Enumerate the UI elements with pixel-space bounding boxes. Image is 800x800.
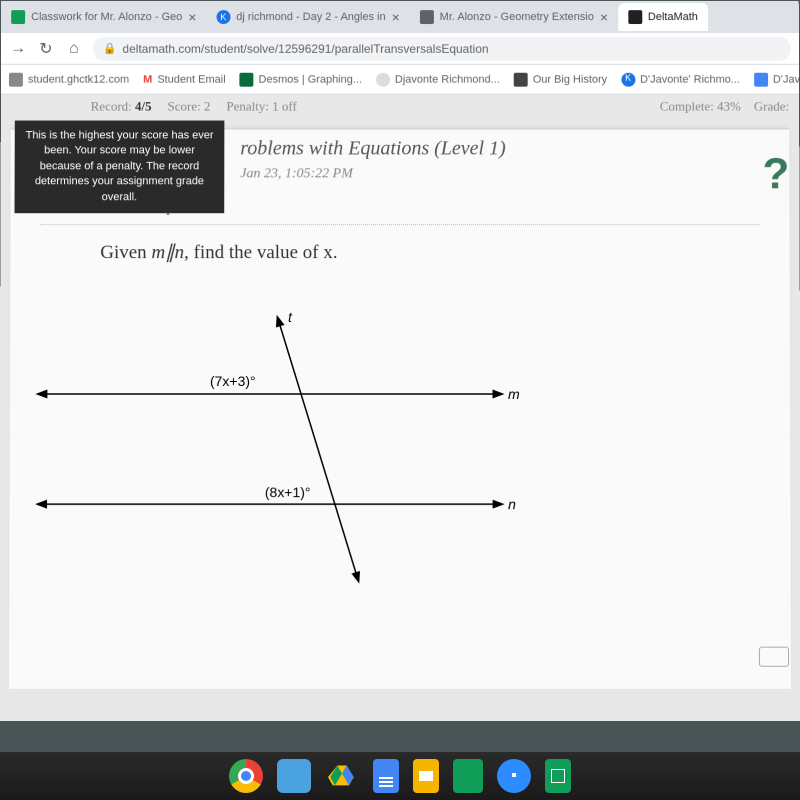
score-status: Score: 2 [168, 99, 211, 115]
penalty-status: Penalty: 1 off [226, 99, 296, 115]
question-prompt: Given m∥n, find the value of x. [10, 241, 789, 264]
forward-icon[interactable]: → [9, 39, 27, 57]
url-input[interactable]: 🔒 deltamath.com/student/solve/12596291/p… [93, 36, 791, 60]
tab-icon [11, 10, 25, 24]
sheets-icon[interactable] [545, 759, 571, 793]
bookmark-item[interactable]: Desmos | Graphing... [240, 72, 362, 86]
angle-2-label: (8x+1)° [265, 484, 311, 500]
line-m-label: m [508, 386, 520, 402]
bookmark-label: D'Javonte' Richmo... [640, 73, 740, 85]
tab-richmond[interactable]: K dj richmond - Day 2 - Angles in × [206, 3, 409, 31]
drive-icon[interactable] [325, 759, 359, 793]
tab-icon [628, 10, 642, 24]
bookmark-label: Our Big History [533, 73, 607, 85]
person-icon [420, 10, 434, 24]
status-row: Record: 4/5 Score: 2 Penalty: 1 off Comp… [1, 95, 799, 117]
tab-label: Classwork for Mr. Alonzo - Geo [31, 11, 182, 23]
bookmark-label: Desmos | Graphing... [259, 73, 362, 85]
bookmark-item[interactable]: M Student Email [143, 73, 225, 85]
address-bar: → ↻ ⌂ 🔒 deltamath.com/student/solve/1259… [1, 33, 799, 65]
tab-label: DeltaMath [648, 11, 698, 23]
help-icon[interactable]: ? [762, 149, 789, 199]
tab-label: dj richmond - Day 2 - Angles in [236, 11, 385, 23]
bookmark-label: Student Email [157, 73, 225, 85]
page-content: Record: 4/5 Score: 2 Penalty: 1 off Comp… [0, 95, 800, 721]
record-status: Record: 4/5 [91, 99, 152, 115]
bookmark-item[interactable]: Our Big History [514, 72, 607, 86]
docs-icon[interactable] [373, 759, 399, 793]
site-icon [514, 72, 528, 86]
bookmark-label: Djavonte Richmond... [395, 73, 500, 85]
tab-label: Mr. Alonzo - Geometry Extensio [440, 11, 594, 23]
bookmark-item[interactable]: Djavonte Richmond... [376, 72, 500, 86]
bookmarks-bar: student.ghctk12.com M Student Email Desmo… [1, 65, 799, 95]
reload-icon[interactable]: ↻ [37, 39, 55, 57]
slides-icon[interactable] [413, 759, 439, 793]
keyboard-icon[interactable] [759, 647, 789, 667]
site-icon: K [621, 72, 635, 86]
taskbar: ▪ [0, 752, 800, 800]
lesson-title: roblems with Equations (Level 1) [240, 137, 789, 160]
divider [40, 224, 759, 225]
browser-tabs: Classwork for Mr. Alonzo - Geo × K dj ri… [1, 1, 799, 33]
line-n-label: n [508, 496, 516, 512]
angle-1-label: (7x+3)° [210, 373, 256, 389]
close-icon[interactable]: × [188, 9, 196, 25]
record-tooltip: This is the highest your score has ever … [14, 121, 224, 214]
timestamp: Jan 23, 1:05:22 PM [240, 166, 789, 182]
tab-icon: K [216, 10, 230, 24]
bookmark-label: D'Jav [773, 73, 799, 85]
close-icon[interactable]: × [392, 9, 400, 25]
close-icon[interactable]: × [600, 9, 608, 25]
line-t-label: t [288, 309, 293, 325]
tab-classwork[interactable]: Classwork for Mr. Alonzo - Geo × [1, 3, 206, 31]
geometry-diagram: m n t (7x+3)° (8x+1)° [9, 294, 530, 594]
site-icon [9, 72, 23, 86]
site-icon [376, 72, 390, 86]
chrome-icon[interactable] [229, 759, 263, 793]
site-icon [754, 72, 768, 86]
classroom-icon[interactable] [453, 759, 483, 793]
zoom-icon[interactable]: ▪ [497, 759, 531, 793]
tab-deltamath[interactable]: DeltaMath [618, 3, 708, 31]
app-icon[interactable] [277, 759, 311, 793]
grade-status: Grade: [754, 99, 789, 114]
bookmark-item[interactable]: K D'Javonte' Richmo... [621, 72, 740, 86]
bookmark-item[interactable]: student.ghctk12.com [9, 72, 129, 86]
home-icon[interactable]: ⌂ [65, 39, 83, 57]
bookmark-label: student.ghctk12.com [28, 73, 129, 85]
complete-status: Complete: 43% [660, 99, 741, 114]
url-text: deltamath.com/student/solve/12596291/par… [122, 41, 488, 55]
gmail-icon: M [143, 73, 152, 85]
lock-icon: 🔒 [103, 42, 117, 55]
tab-alonzo[interactable]: Mr. Alonzo - Geometry Extensio × [410, 3, 618, 31]
desmos-icon [240, 72, 254, 86]
bookmark-item[interactable]: D'Jav [754, 72, 799, 86]
